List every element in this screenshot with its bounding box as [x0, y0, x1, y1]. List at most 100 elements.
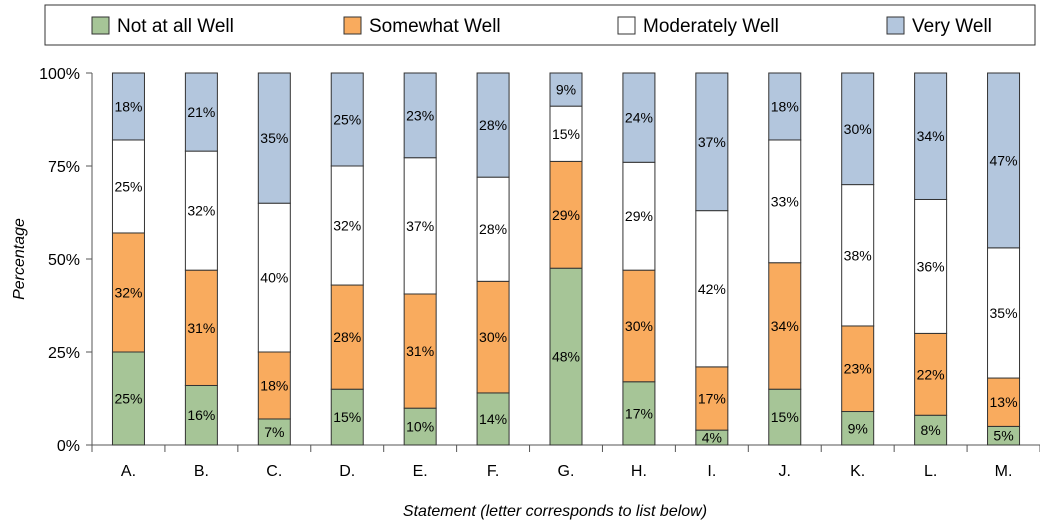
legend-swatch [617, 16, 636, 35]
data-label: 15% [333, 409, 361, 425]
x-tick-label: M. [995, 463, 1013, 480]
bar-segment [841, 411, 875, 446]
legend-label: Not at all Well [117, 16, 234, 37]
x-tick-label: D. [339, 463, 355, 480]
data-label: 9% [848, 420, 868, 436]
bar-segment [695, 366, 729, 431]
bar-segment [841, 184, 875, 327]
y-tick-label: 25% [48, 345, 80, 362]
bar-segment [768, 72, 802, 141]
data-label: 35% [990, 305, 1018, 321]
bar-segment [914, 72, 948, 200]
data-label: 32% [333, 218, 361, 234]
data-label: 28% [479, 117, 507, 133]
y-axis: 0% 25% 50% 75% 100% [39, 66, 93, 455]
bar-segment [622, 72, 656, 163]
bar-segment [768, 388, 802, 446]
data-label: 21% [187, 104, 215, 120]
data-label: 31% [187, 320, 215, 336]
bar-segment [257, 351, 291, 420]
bar-segment [622, 161, 656, 271]
bar-segment [841, 72, 875, 186]
legend-swatch [343, 16, 362, 35]
data-label: 34% [771, 318, 799, 334]
data-label: 14% [479, 411, 507, 427]
data-label: 31% [406, 343, 434, 359]
data-label: 15% [771, 409, 799, 425]
x-tick-label: L. [924, 463, 937, 480]
y-tick-label: 75% [48, 159, 80, 176]
x-tick-label: I. [707, 463, 716, 480]
bar-segment [403, 157, 437, 295]
bar-segment [914, 198, 948, 334]
bar-segment [403, 407, 437, 446]
legend-box [44, 4, 1036, 46]
bar-segment [768, 139, 802, 264]
data-label: 29% [552, 207, 580, 223]
data-label: 42% [698, 281, 726, 297]
y-tick-label: 0% [57, 438, 80, 455]
data-label: 17% [625, 405, 653, 421]
x-tick-label: F. [487, 463, 499, 480]
data-label: 32% [187, 203, 215, 219]
bar-segment [403, 72, 437, 159]
bar-segment [987, 377, 1021, 427]
data-label: 28% [333, 329, 361, 345]
bar-segment [111, 232, 145, 353]
data-label: 16% [187, 407, 215, 423]
bar-segment [695, 72, 729, 212]
bar-segment [695, 210, 729, 368]
data-label: 8% [920, 422, 940, 438]
bar-segment [330, 165, 364, 286]
data-label: 36% [917, 258, 945, 274]
data-label: 9% [556, 82, 576, 98]
data-label: 25% [333, 112, 361, 128]
x-tick-label: K. [850, 463, 865, 480]
data-label: 30% [625, 318, 653, 334]
legend-label: Moderately Well [643, 16, 779, 37]
legend-label: Very Well [912, 16, 992, 37]
y-axis-label: Percentage [11, 218, 28, 300]
data-label: 37% [698, 134, 726, 150]
bar-segment [914, 414, 948, 446]
y-tick-label: 100% [39, 66, 80, 83]
bar-segment [403, 293, 437, 409]
data-label: 25% [114, 391, 142, 407]
data-label: 10% [406, 419, 434, 435]
bar-segment [622, 269, 656, 383]
bar-segment [111, 72, 145, 141]
x-tick-label: E. [413, 463, 428, 480]
bar-segment [549, 72, 583, 107]
data-label: 34% [917, 128, 945, 144]
data-label: 28% [479, 221, 507, 237]
data-label: 24% [625, 110, 653, 126]
bar-segment [987, 72, 1021, 249]
bar-segment [476, 392, 510, 446]
data-label: 48% [552, 349, 580, 365]
x-tick-label: H. [631, 463, 647, 480]
bar-segment [184, 269, 218, 386]
legend: Not at all Well Somewhat Well Moderately W… [91, 16, 992, 37]
data-label: 13% [990, 394, 1018, 410]
x-tick-label: J. [779, 463, 791, 480]
x-tick-label: C. [266, 463, 282, 480]
bar-segment [257, 202, 291, 353]
bar-segment [330, 72, 364, 167]
data-label: 5% [993, 428, 1013, 444]
data-label: 37% [406, 218, 434, 234]
data-label: 35% [260, 130, 288, 146]
bar-segment [184, 72, 218, 152]
x-axis: A. B. C. D. E. F. G. H. I. J. K. L. M. [91, 444, 1040, 480]
bars: 25% 32% 25% 18% 16% 31% 32% 21% 7% 18% 40% 35% 15% 28… [111, 72, 1021, 446]
data-label: 4% [702, 430, 722, 446]
data-label: 30% [844, 121, 872, 137]
bar-segment [549, 267, 583, 446]
bar-segment [622, 381, 656, 446]
bar-segment [330, 388, 364, 446]
data-label: 18% [771, 98, 799, 114]
bar-segment [476, 72, 510, 178]
bar-segment [768, 262, 802, 390]
bar-segment [549, 105, 583, 162]
bar-segment [257, 72, 291, 204]
